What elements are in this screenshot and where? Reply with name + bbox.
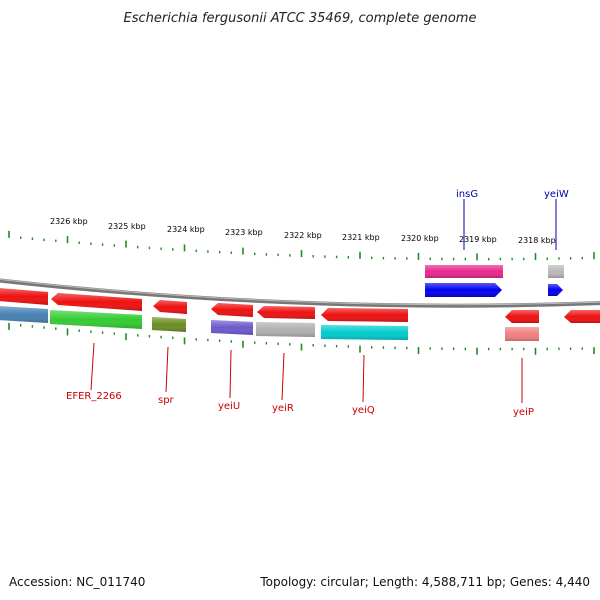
reverse-strand-features [0,288,600,341]
scale-label: 2318 kbp [518,236,556,245]
gene-label-yeiR[interactable]: yeiR [272,403,294,414]
scale-labels: 2326 kbp 2325 kbp 2324 kbp 2323 kbp 2322… [50,217,556,245]
gene-yeiP-arrow[interactable] [505,310,539,323]
cog-block-olive[interactable] [152,317,186,332]
gene-left-red-arrow[interactable] [0,288,48,305]
scale-label: 2326 kbp [50,217,88,226]
gene-yeiW-grey[interactable] [548,265,564,278]
gene-label-yeiP[interactable]: yeiP [513,407,534,418]
gene-label-EFER_2266[interactable]: EFER_2266 [66,391,122,402]
gene-insG-pink[interactable] [425,265,503,278]
gene-yeiR-arrow[interactable] [257,306,315,319]
gene-EFER_2266-arrow[interactable] [51,293,142,311]
spr-leader-line [165,346,169,393]
backbone-highlight [0,279,600,306]
topology-text: Topology: circular; Length: 4,588,711 bp… [259,575,590,589]
gene-insG-arrow[interactable] [425,283,502,297]
cog-block-pink[interactable] [505,327,539,341]
accession-text: Accession: NC_011740 [9,575,145,589]
gene-label-spr[interactable]: spr [158,395,175,406]
scale-label: 2320 kbp [401,234,439,243]
cog-block-steelblue[interactable] [0,306,48,323]
inner-tick-ring [8,322,595,355]
forward-strand-features [425,265,564,297]
cog-block-cyan[interactable] [321,325,408,340]
gene-yeiQ-arrow[interactable] [321,308,408,322]
scale-label: 2319 kbp [459,235,497,244]
scale-label: 2322 kbp [284,231,322,240]
outer-tick-ring [8,230,595,261]
yeiU-leader-line [229,349,232,399]
gene-label-yeiU[interactable]: yeiU [218,401,240,412]
gene-label-insG[interactable]: insG [456,189,478,200]
bottom-gene-labels: EFER_2266 spr yeiU yeiR yeiQ yeiP [66,342,534,418]
yeiR-leader-line [281,352,285,401]
scale-label: 2321 kbp [342,233,380,242]
yeiQ-leader-line [362,354,365,403]
gene-label-yeiW[interactable]: yeiW [544,189,569,200]
gene-right-red-arrow[interactable] [564,310,600,323]
gene-spr-arrow[interactable] [153,300,187,314]
EFER_2266-leader-line [90,342,95,391]
scale-label: 2323 kbp [225,228,263,237]
cog-block-purple[interactable] [211,320,253,335]
gene-yeiU-arrow[interactable] [211,303,253,317]
gene-yeiW-arrow[interactable] [548,284,563,296]
gene-label-yeiQ[interactable]: yeiQ [352,405,375,416]
cog-block-green[interactable] [50,310,142,329]
top-gene-labels: insG yeiW [456,189,569,250]
genome-title: Escherichia fergusonii ATCC 35469, compl… [124,11,477,26]
scale-label: 2325 kbp [108,222,146,231]
genome-backbone [0,278,600,308]
scale-label: 2324 kbp [167,225,205,234]
cog-block-grey[interactable] [256,322,315,337]
